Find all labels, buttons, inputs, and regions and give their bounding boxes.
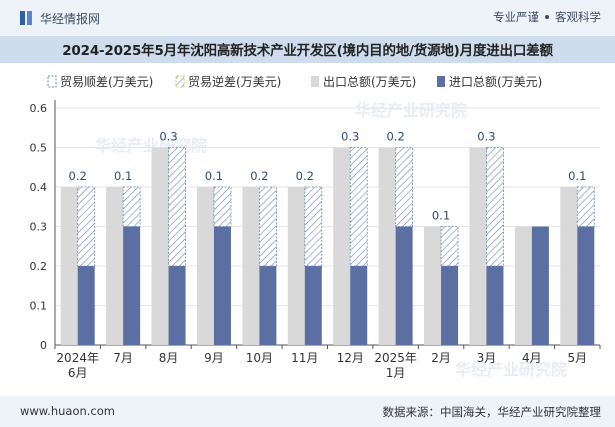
x-tick-label: 3月 <box>477 351 497 365</box>
data-label: 0.3 <box>159 130 177 144</box>
footer: www.huaon.com 数据来源：中国海关，华经产业研究院整理 <box>0 396 615 427</box>
x-tick-label: 8月 <box>159 351 179 365</box>
y-tick-label: 0.4 <box>30 181 48 194</box>
data-label: 0.2 <box>69 169 87 183</box>
import-bar <box>577 226 595 345</box>
surplus-bar <box>349 147 368 267</box>
import-bar <box>304 266 322 345</box>
import-bar <box>77 266 95 345</box>
y-tick-label: 0.1 <box>30 300 48 313</box>
surplus-bar <box>168 147 186 267</box>
chart-title: 2024-2025年5月年沈阳高新技术产业开发区(境内目的地/货源地)月度进出口… <box>62 43 553 59</box>
tagline-1: 专业严谨 <box>493 10 539 24</box>
export-bar <box>560 187 578 345</box>
import-bar <box>350 266 368 345</box>
x-tick-label: 2024年 6月 <box>56 351 99 380</box>
huajing-logo-icon <box>20 11 34 25</box>
y-tick-label: 0.5 <box>30 142 48 155</box>
export-bar <box>60 187 78 345</box>
brand-name: 华经情报网 <box>40 11 101 26</box>
surplus-bar <box>213 186 232 227</box>
export-bar <box>151 147 169 345</box>
surplus-bar <box>304 186 323 267</box>
y-tick-label: 0.6 <box>30 102 48 115</box>
x-tick-label: 5月 <box>567 351 587 365</box>
bullet-dot-icon <box>545 15 549 19</box>
legend-label-2: 出口总额(万美元) <box>323 75 416 89</box>
data-label: 0.2 <box>296 169 314 183</box>
legend-swatch-1 <box>175 75 185 88</box>
brand[interactable]: 华经情报网 <box>20 9 100 27</box>
surplus-bar <box>258 186 277 267</box>
surplus-bar <box>486 147 504 267</box>
export-bar <box>196 187 214 345</box>
watermark-text: 华经产业研究院 <box>355 101 467 120</box>
export-bar <box>424 226 442 345</box>
legend-label-1: 贸易逆差(万美元) <box>188 74 281 89</box>
footer-website[interactable]: www.huaon.com <box>20 404 115 418</box>
data-label: 0.1 <box>568 169 586 183</box>
legend-label-0: 贸易顺差(万美元) <box>60 75 153 89</box>
x-tick-label: 12月 <box>337 351 364 365</box>
x-tick-label: 9月 <box>204 351 224 365</box>
data-label: 0.1 <box>432 209 450 223</box>
surplus-bar <box>440 226 459 267</box>
watermark-text: 华经产业研究院 <box>95 136 207 155</box>
data-label: 0.3 <box>477 130 495 144</box>
export-bar <box>106 187 124 345</box>
legend-swatch-2 <box>311 76 319 87</box>
import-bar <box>213 226 231 345</box>
import-bar <box>395 226 413 345</box>
legend-swatch-3 <box>437 76 445 87</box>
tagline: 专业严谨 客观科学 <box>493 9 601 25</box>
surplus-bar <box>395 147 414 227</box>
x-tick-label: 2月 <box>431 351 451 365</box>
export-bar <box>287 187 305 345</box>
footer-source: 数据来源：中国海关，华经产业研究院整理 <box>382 405 602 419</box>
surplus-bar <box>576 186 595 227</box>
import-bar <box>531 226 549 345</box>
watermark-text: 华经产业研究院 <box>455 360 567 379</box>
legend-label-3: 进口总额(万美元) <box>449 75 542 89</box>
import-bar <box>168 266 186 345</box>
export-bar <box>242 187 260 345</box>
import-bar <box>441 266 459 345</box>
data-label: 0.3 <box>341 130 359 144</box>
data-label: 0.1 <box>205 169 223 183</box>
title-bar: 2024-2025年5月年沈阳高新技术产业开发区(境内目的地/货源地)月度进出口… <box>0 36 615 63</box>
export-bar <box>514 226 532 345</box>
surplus-bar <box>122 186 141 227</box>
x-tick-label: 2025年 1月 <box>374 351 417 380</box>
y-tick-label: 0.2 <box>30 260 48 273</box>
x-tick-label: 7月 <box>113 351 133 365</box>
data-label: 0.2 <box>250 169 268 183</box>
import-bar <box>123 226 141 345</box>
tagline-2: 客观科学 <box>555 10 601 24</box>
data-label: 0.2 <box>386 130 404 144</box>
x-tick-label: 11月 <box>291 351 318 365</box>
import-bar <box>486 266 504 345</box>
y-tick-label: 0.3 <box>30 221 48 234</box>
surplus-bar <box>77 186 96 267</box>
x-tick-label: 10月 <box>246 351 273 365</box>
data-label: 0.1 <box>114 169 132 183</box>
export-bar <box>378 147 396 345</box>
import-bar <box>259 266 277 345</box>
x-tick-label: 4月 <box>522 351 542 365</box>
top-bar: 华经情报网 专业严谨 客观科学 <box>0 0 615 36</box>
export-bar <box>333 147 351 345</box>
legend-swatch-0 <box>47 75 57 88</box>
export-bar <box>469 147 487 345</box>
y-tick-label: 0 <box>40 339 47 352</box>
